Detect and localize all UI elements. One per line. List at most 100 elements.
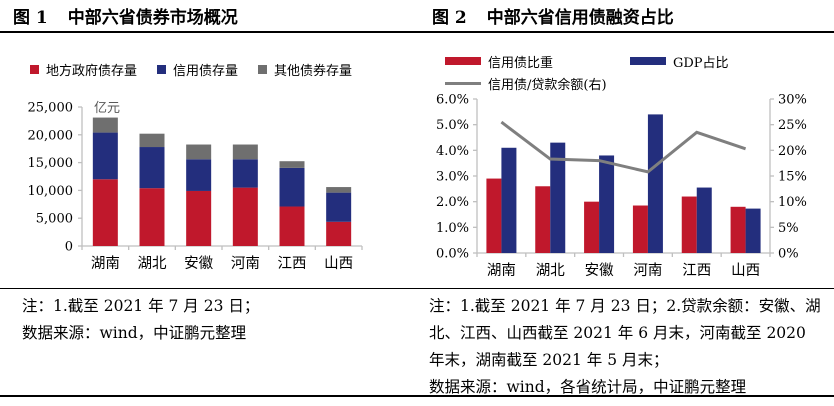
credit-share-bar — [632, 205, 648, 253]
x-category-label: 湖北 — [536, 262, 565, 279]
left-y-tick-label: 0.0% — [436, 247, 469, 262]
left-y-tick-label: 4.0% — [436, 144, 469, 159]
legend-label: 地方政府债存量 — [46, 64, 138, 79]
x-category-label: 湖南 — [91, 255, 120, 272]
x-category-label: 河南 — [231, 255, 260, 272]
y-tick-label: 15,000 — [28, 156, 74, 171]
bar-segment — [92, 132, 118, 180]
right-y-tick-label: 5% — [778, 221, 799, 236]
bar-segment — [186, 190, 212, 246]
legend-label: 信用债/贷款余额(右) — [488, 77, 607, 93]
bar-segment — [92, 179, 118, 246]
bar-segment — [186, 144, 212, 160]
figure2-title-text: 中部六省信用债融资占比 — [486, 8, 674, 28]
figure2-note-line: 注：1.截至 2021 年 7 月 23 日；2.贷款余额：安徽、湖北、江西、山… — [429, 297, 821, 369]
left-y-tick-label: 2.0% — [436, 195, 469, 210]
figure2-title: 图 2 中部六省信用债融资占比 — [415, 3, 834, 28]
bar-segment — [139, 133, 165, 148]
bar-segment — [326, 192, 352, 222]
bar-segment — [279, 161, 305, 168]
x-category-label: 山西 — [324, 255, 353, 272]
gdp-share-bar — [599, 155, 615, 253]
legend-label: GDP占比 — [673, 55, 729, 71]
credit-loan-ratio-line — [500, 120, 747, 174]
figure1-legend: 地方政府债存量 信用债存量 其他债券存量 — [30, 60, 352, 79]
legend-item-credit-bonds: 信用债存量 — [157, 60, 238, 79]
bar-segment — [139, 147, 165, 189]
bar-segment — [139, 188, 165, 246]
x-category-label: 湖北 — [138, 255, 167, 272]
notes-row: 注：1.截至 2021 年 7 月 23 日； 数据来源：wind，中证鹏元整理… — [0, 288, 834, 397]
x-category-label: 江西 — [682, 262, 711, 279]
bar-segment — [232, 187, 258, 246]
local-gov-bonds-swatch-icon — [30, 65, 39, 74]
figure2-legend-row1: 信用债比重 GDP占比 — [445, 50, 805, 72]
y-tick-label: 0 — [65, 240, 73, 255]
legend-item-gdp-share: GDP占比 — [630, 52, 729, 71]
gdp-share-bar — [745, 208, 761, 253]
legend-label: 信用债存量 — [173, 64, 239, 79]
legend-item-credit-loan-ratio: 信用债/贷款余额(右) — [445, 74, 607, 93]
credit-share-bar — [486, 178, 502, 253]
gdp-share-bar — [647, 114, 663, 254]
bar-segment — [232, 144, 258, 160]
x-category-label: 安徽 — [184, 255, 213, 272]
bar-segment — [279, 167, 305, 207]
x-category-label: 安徽 — [585, 262, 614, 279]
right-y-tick-label: 10% — [778, 195, 807, 210]
figure2-legend: 信用债比重 GDP占比 信用债/贷款余额(右) — [445, 50, 805, 94]
bar-segment — [279, 206, 305, 246]
credit-share-bar — [535, 186, 551, 253]
left-y-tick-label: 3.0% — [436, 170, 469, 185]
figure1-source-line: 数据来源：wind，中证鹏元整理 — [22, 324, 247, 342]
y-tick-label: 5,000 — [36, 212, 73, 227]
right-y-tick-label: 0% — [778, 247, 799, 262]
y-tick-label: 25,000 — [28, 101, 74, 116]
gdp-share-bar — [696, 187, 712, 253]
bar-segment — [92, 117, 118, 133]
figure2-source-line: 数据来源：wind，各省统计局，中证鹏元整理 — [429, 378, 747, 396]
right-y-tick-label: 20% — [778, 144, 807, 159]
bar-segment — [326, 187, 352, 193]
bar-segment — [232, 159, 258, 188]
figure1-title-text: 中部六省债券市场概况 — [67, 8, 238, 28]
figure2-legend-row2: 信用债/贷款余额(右) — [445, 72, 805, 94]
credit-loan-ratio-line-icon — [445, 81, 481, 85]
right-y-tick-label: 30% — [778, 93, 807, 108]
left-y-tick-label: 5.0% — [436, 118, 469, 133]
y-axis-unit-label: 亿元 — [94, 101, 120, 116]
figure1-label: 图 1 — [13, 8, 48, 28]
y-tick-label: 10,000 — [28, 184, 74, 199]
figure2-plot: 0.0% 1.0% 2.0% 3.0% 4.0% 5.0% 6.0% 0% 5% 10% 15% 20… — [436, 93, 807, 280]
other-bonds-swatch-icon — [258, 65, 268, 74]
credit-share-bar — [681, 196, 697, 253]
gdp-share-bar — [550, 142, 566, 253]
right-y-tick-label: 15% — [778, 170, 807, 185]
x-category-label: 山西 — [731, 262, 760, 279]
right-y-tick-label: 25% — [778, 118, 807, 133]
x-category-label: 江西 — [278, 255, 307, 272]
left-y-tick-label: 6.0% — [436, 93, 469, 108]
bar-segment — [186, 159, 212, 191]
legend-item-credit-bond-share: 信用债比重 — [445, 52, 630, 71]
figure2-chart: 信用债比重 GDP占比 信用债/贷款余额(右) 0.0% 1.0% 2.0% 3.0%… — [417, 33, 834, 288]
gdp-share-bar — [501, 147, 517, 253]
charts-row: 地方政府债存量 信用债存量 其他债券存量 0 5,000 10,000 15,000 2… — [0, 33, 834, 288]
credit-bond-share-marker-icon — [445, 57, 481, 65]
left-y-tick-label: 1.0% — [436, 221, 469, 236]
credit-share-bar — [584, 201, 600, 253]
titles-row: 图 1 中部六省债券市场概况 图 2 中部六省信用债融资占比 — [0, 0, 834, 33]
credit-share-bar — [730, 206, 746, 253]
legend-label: 信用债比重 — [488, 55, 554, 71]
legend-item-other-bonds: 其他债券存量 — [258, 60, 352, 79]
figure1-notes: 注：1.截至 2021 年 7 月 23 日； 数据来源：wind，中证鹏元整理 — [0, 289, 417, 395]
bar-segment — [326, 221, 352, 246]
credit-bonds-swatch-icon — [157, 65, 167, 74]
y-tick-label: 20,000 — [28, 128, 74, 143]
figure2-label: 图 2 — [432, 8, 467, 28]
figure1-chart: 地方政府债存量 信用债存量 其他债券存量 0 5,000 10,000 15,000 2… — [0, 33, 417, 288]
figure1-title: 图 1 中部六省债券市场概况 — [0, 3, 415, 28]
legend-label: 其他债券存量 — [274, 64, 353, 79]
